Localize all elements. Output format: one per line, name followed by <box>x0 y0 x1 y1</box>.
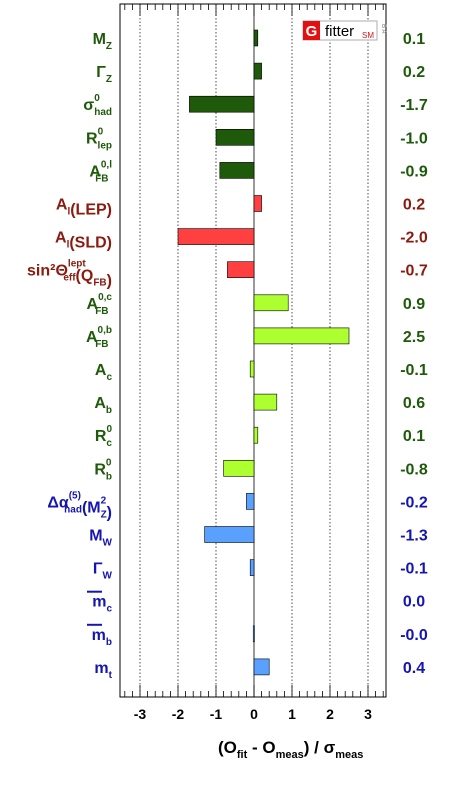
observable-label: sin²Θlept eff(QFB) <box>27 259 112 290</box>
observable-label: A0,c FB <box>87 292 113 317</box>
x-tick-label: 1 <box>288 706 296 722</box>
observable-label: MW <box>89 528 112 549</box>
pull-value-label: 0.2 <box>403 197 425 214</box>
grid-lines <box>139 4 369 697</box>
observable-label: R0 lep <box>86 126 112 151</box>
pull-value-label: -0.8 <box>400 461 428 478</box>
x-tick-label: -2 <box>172 706 185 722</box>
observable-labels: MZ ΓZ σ0 had R0 lep A0,l FB Al(LEP) Al(SLD) sin²Θl… <box>27 31 113 681</box>
pull-bar <box>249 360 255 378</box>
observable-label: mc <box>92 594 112 615</box>
pull-value-label: 2.5 <box>403 329 425 346</box>
observable-label: σ0 had <box>83 93 112 118</box>
observable-label: MZ <box>93 31 112 52</box>
pull-value-label: 0.6 <box>403 395 425 412</box>
logo-vertical: B A <box>380 24 386 33</box>
observable-label: A0,b FB <box>86 325 112 350</box>
observable-label: Al(SLD) <box>55 230 112 252</box>
pull-bar <box>253 327 350 345</box>
pull-value-label: -1.0 <box>400 130 428 147</box>
pull-value-labels: 0.1 0.2 -1.7 -1.0 -0.9 0.2 -2.0 -0.7 0.9 2.5 -0.1 0… <box>400 31 428 677</box>
observable-label: Al(LEP) <box>56 197 112 219</box>
pull-value-label: 0.1 <box>403 31 425 48</box>
pull-bar <box>249 559 255 576</box>
observable-label: R0 b <box>94 457 112 482</box>
x-tick-label: 3 <box>364 706 372 722</box>
observable-label: A0,l FB <box>89 159 112 184</box>
pull-value-label: -0.9 <box>400 163 428 180</box>
pull-bar <box>246 493 255 510</box>
observable-label: R0 c <box>95 424 113 449</box>
pull-value-label: -0.1 <box>400 561 428 578</box>
observable-label: ΓW <box>93 561 113 582</box>
pull-value-label: -1.3 <box>400 528 428 545</box>
pull-bar <box>253 294 289 312</box>
observable-label: Δα(5) had(M2 Z) <box>47 490 112 521</box>
pull-bar <box>253 62 262 80</box>
pull-bar <box>177 228 255 245</box>
pull-bar <box>253 393 278 411</box>
x-tick-label: -1 <box>210 706 223 722</box>
pull-value-label: -0.1 <box>400 362 428 379</box>
x-tick-label: -3 <box>134 706 147 722</box>
x-tick-label: 2 <box>326 706 334 722</box>
gfitter-logo: G fitter SM B A <box>302 20 386 41</box>
logo-g: G <box>306 23 318 40</box>
plot-frame <box>119 3 387 698</box>
pull-bar <box>253 29 259 47</box>
pull-value-label: -2.0 <box>400 230 428 247</box>
pull-value-label: -0.2 <box>400 494 428 511</box>
pull-value-label: 0.1 <box>403 428 425 445</box>
pull-bar <box>204 526 255 543</box>
pull-bar <box>253 195 262 212</box>
x-axis-label: (Ofit - Omeas) / σmeas <box>218 738 363 761</box>
pull-bar <box>215 129 255 146</box>
observable-label: mt <box>94 660 112 681</box>
pull-value-label: 0.2 <box>403 64 425 81</box>
pull-value-label: 0.9 <box>403 296 425 313</box>
pull-bar <box>219 162 255 179</box>
pull-bar <box>253 658 270 676</box>
pull-bar <box>223 459 255 477</box>
pull-value-label: -0.0 <box>400 627 428 644</box>
x-tick-labels: -3 -2 -1 0 1 2 3 <box>134 706 372 722</box>
observable-label: mb <box>92 627 112 648</box>
x-axis-ticks <box>124 4 384 697</box>
pull-value-label: -0.7 <box>400 263 428 280</box>
pull-bar <box>189 95 255 113</box>
x-tick-label: 0 <box>250 706 258 722</box>
pull-bar <box>227 261 255 279</box>
pull-bar <box>252 625 255 643</box>
logo-text: fitter <box>325 23 354 40</box>
logo-sm: SM <box>362 31 374 40</box>
pull-value-label: 0.4 <box>403 660 425 677</box>
pull-bars <box>177 29 350 676</box>
pull-value-label: -1.7 <box>400 97 428 114</box>
observable-label: ΓZ <box>96 64 112 85</box>
pull-value-label: 0.0 <box>403 594 425 611</box>
observable-label: Ac <box>95 362 113 383</box>
observable-label: Ab <box>94 395 112 416</box>
pull-bar <box>253 426 259 444</box>
